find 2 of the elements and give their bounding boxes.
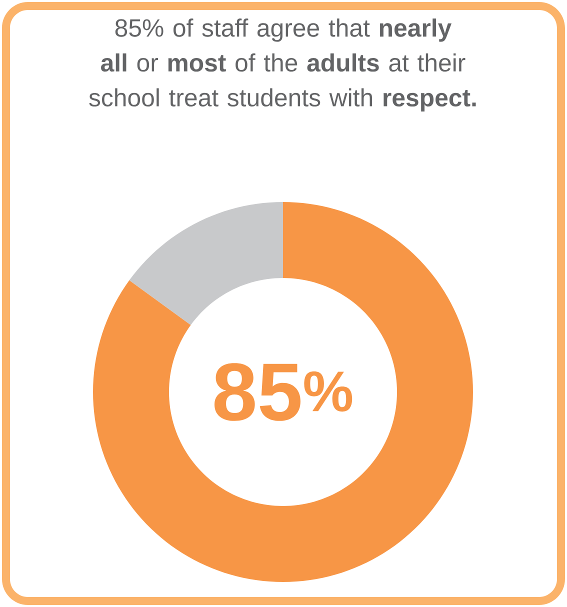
text: 85$^{%}$ (214, 363, 352, 421)
chart-title: 85% of staff agree that nearly all or most of the adults at their school treat students with respect. (89, 18, 476, 112)
